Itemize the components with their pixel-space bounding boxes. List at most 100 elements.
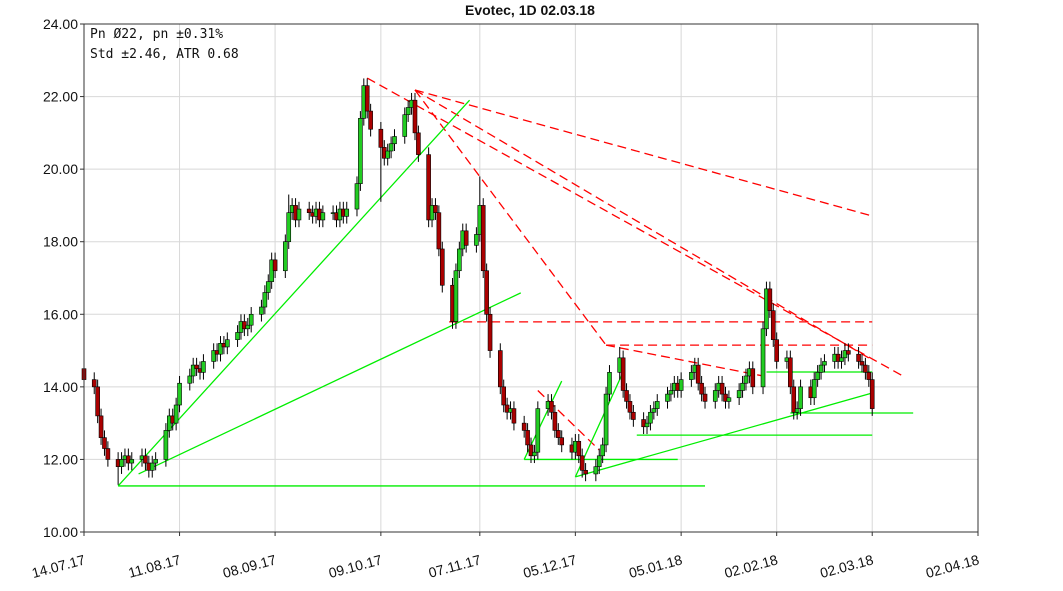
candle-body <box>218 343 223 355</box>
candle-body <box>385 150 390 159</box>
candle-body <box>760 328 766 388</box>
candle-body <box>788 357 793 388</box>
candle-body <box>651 408 657 413</box>
candle-body <box>480 205 486 272</box>
candles <box>81 78 875 485</box>
candle-body <box>283 241 288 272</box>
trendline <box>138 292 522 475</box>
candle-body <box>354 183 360 210</box>
trendline <box>366 77 904 377</box>
candle-body <box>576 440 582 457</box>
candle-body <box>559 437 565 446</box>
candle-body <box>173 404 179 424</box>
candle-body <box>95 386 100 417</box>
candle-body <box>525 430 530 446</box>
candle-body <box>306 208 312 213</box>
candle-body <box>856 353 861 362</box>
candle-body <box>497 350 503 388</box>
candle-body <box>555 430 561 438</box>
candle-body <box>631 411 636 420</box>
candle-body <box>863 364 868 373</box>
candle-body <box>201 361 206 373</box>
candle-body <box>436 212 442 250</box>
candle-body <box>607 372 612 395</box>
candle-body <box>143 455 148 464</box>
candle-body <box>163 430 169 460</box>
candle-body <box>426 154 431 221</box>
candle-body <box>770 310 776 340</box>
candle-body <box>532 451 537 457</box>
candle-body <box>235 332 240 340</box>
y-tick-label: 12.00 <box>43 451 78 467</box>
candle-body <box>262 292 268 308</box>
chart-title: Evotec, 1D 02.03.18 <box>465 2 595 18</box>
candle-body <box>119 459 124 467</box>
candle-body <box>457 248 462 272</box>
candle-body <box>272 259 278 272</box>
candle-body <box>245 324 251 330</box>
candle-body <box>719 382 725 395</box>
info-line: Pn Ø22, pn ±0.31% <box>90 27 223 42</box>
trendlines <box>117 77 914 487</box>
candle-body <box>600 444 605 457</box>
candle-body <box>815 372 820 380</box>
candle-body <box>416 132 421 155</box>
trendline <box>414 89 873 361</box>
candle-body <box>402 114 408 137</box>
candle-body <box>344 208 350 217</box>
candle-body <box>678 379 684 391</box>
candle-body <box>412 99 418 134</box>
candle-body <box>811 379 817 399</box>
candle-body <box>378 128 384 148</box>
y-tick-label: 16.00 <box>43 306 78 322</box>
candle-body <box>521 422 527 431</box>
candle-body <box>859 361 865 366</box>
candle-body <box>364 85 370 112</box>
candle-body <box>668 390 674 395</box>
candle-body <box>740 382 745 391</box>
candle-body <box>405 107 411 116</box>
candle-body <box>798 386 803 409</box>
candle-body <box>743 375 749 384</box>
candle-body <box>839 357 844 362</box>
candle-body <box>190 364 196 377</box>
candle-body <box>153 459 158 464</box>
candle-body <box>248 313 254 326</box>
candle-body <box>644 422 650 428</box>
candle-body <box>579 455 585 471</box>
candle-body <box>712 390 718 402</box>
candle-body <box>620 357 626 391</box>
candle-body <box>177 382 182 406</box>
y-tick-label: 20.00 <box>43 161 78 177</box>
y-tick-label: 18.00 <box>43 234 78 250</box>
candle-body <box>265 281 271 293</box>
candle-body <box>736 390 742 399</box>
candle-body <box>511 408 517 424</box>
candle-body <box>259 306 264 315</box>
info-line: Std ±2.46, ATR 0.68 <box>90 47 239 62</box>
y-tick-label: 10.00 <box>43 524 78 540</box>
y-tick-label: 24.00 <box>43 16 78 32</box>
candle-body <box>624 390 629 402</box>
candle-body <box>453 270 459 322</box>
candle-body <box>846 350 851 355</box>
trendline <box>414 89 873 217</box>
candle-body <box>439 248 445 286</box>
candle-body <box>474 234 479 246</box>
candle-body <box>388 143 394 152</box>
candle-body <box>91 379 97 388</box>
candle-body <box>750 368 756 388</box>
candle-body <box>818 364 824 373</box>
y-tick-label: 14.00 <box>43 379 78 395</box>
candle-body <box>463 230 469 246</box>
candle-body <box>149 462 155 471</box>
candle-body <box>774 339 779 362</box>
candle-body <box>484 270 489 315</box>
candle-body <box>535 408 541 453</box>
candle-body <box>791 386 797 413</box>
y-tick-label: 22.00 <box>43 89 78 105</box>
candle-body <box>627 401 633 413</box>
candle-body <box>211 350 216 362</box>
